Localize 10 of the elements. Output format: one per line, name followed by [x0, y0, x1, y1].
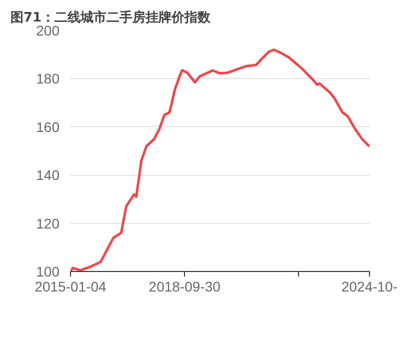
y-tick-label: 100 — [36, 264, 60, 280]
y-tick-label: 160 — [36, 118, 60, 135]
x-tick-label: 2018-09-30 — [148, 278, 221, 294]
y-tick-label: 120 — [36, 215, 60, 232]
x-tick-label: 2015-01-04 — [34, 278, 107, 294]
y-tick-label: 180 — [36, 70, 60, 87]
y-tick-label: 140 — [36, 167, 60, 184]
y-tick-label: 200 — [36, 22, 60, 38]
chart-title: 图71：二线城市二手房挂牌价指数 — [10, 10, 212, 26]
x-tick-label: 2024-10- — [341, 278, 398, 294]
